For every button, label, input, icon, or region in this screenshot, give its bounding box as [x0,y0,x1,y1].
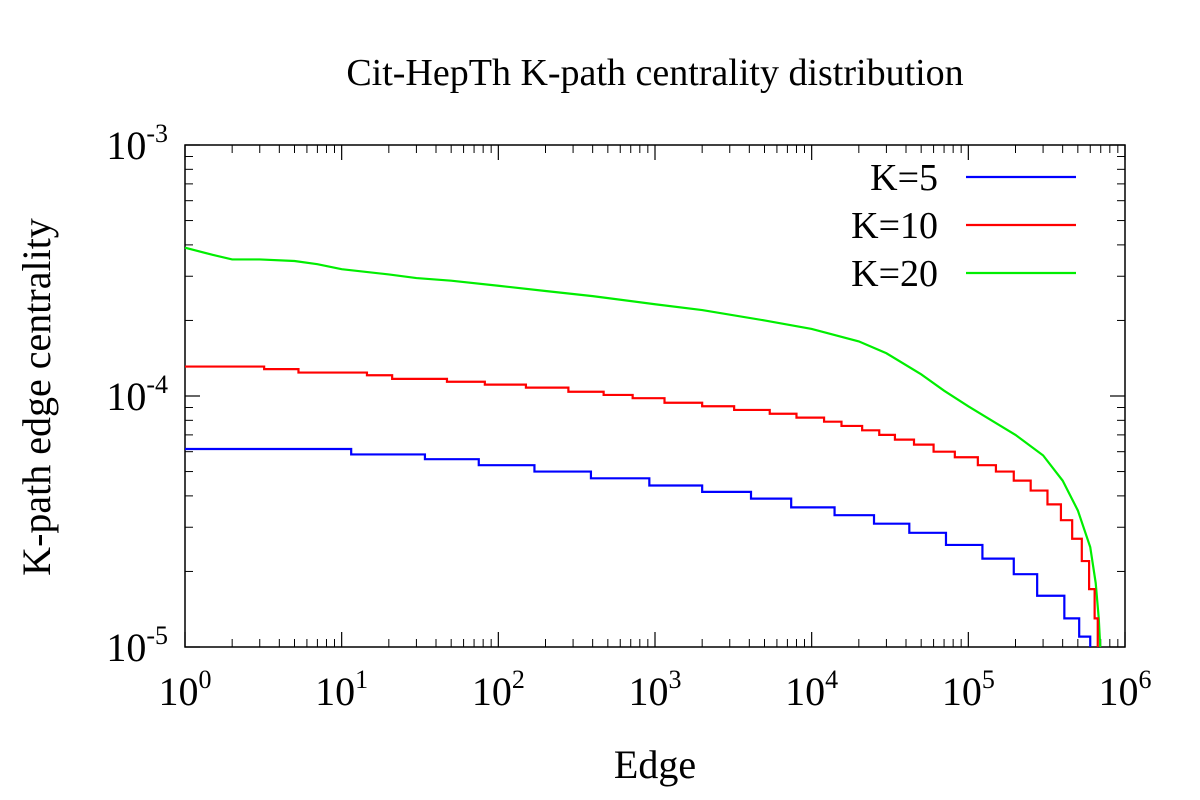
chart-title: Cit-HepTh K-path centrality distribution [346,52,963,94]
series-layer [184,246,1102,648]
legend-label: K=10 [851,205,938,247]
y-tick-label: 10-3 [106,119,168,168]
legend-label: K=20 [851,253,938,295]
x-tick-label: 100 [159,665,212,714]
series-line-k-5 [185,447,1092,647]
y-axis-ticks: 10-5 10-4 10-3 [106,119,1125,670]
plot-frame [184,144,1126,648]
x-axis-ticks: 100 101 102 103 104 105 106 [159,145,1152,714]
x-tick-label: 105 [942,665,995,714]
x-tick-label: 102 [472,665,525,714]
x-tick-label: 106 [1099,665,1152,714]
legend-label: K=5 [870,157,938,199]
series-line-k-20 [184,246,1102,648]
legend: K=5 K=10 K=20 [851,157,1076,295]
series-line-k-10 [185,365,1099,647]
y-tick-label: 10-5 [106,621,168,670]
x-tick-label: 104 [785,665,838,714]
x-tick-label: 101 [315,665,368,714]
minor-ticks [185,145,1125,647]
x-tick-label: 103 [629,665,682,714]
x-axis-label: Edge [614,742,696,787]
y-tick-label: 10-4 [106,370,168,419]
y-axis-label: K-path edge centrality [14,218,59,576]
